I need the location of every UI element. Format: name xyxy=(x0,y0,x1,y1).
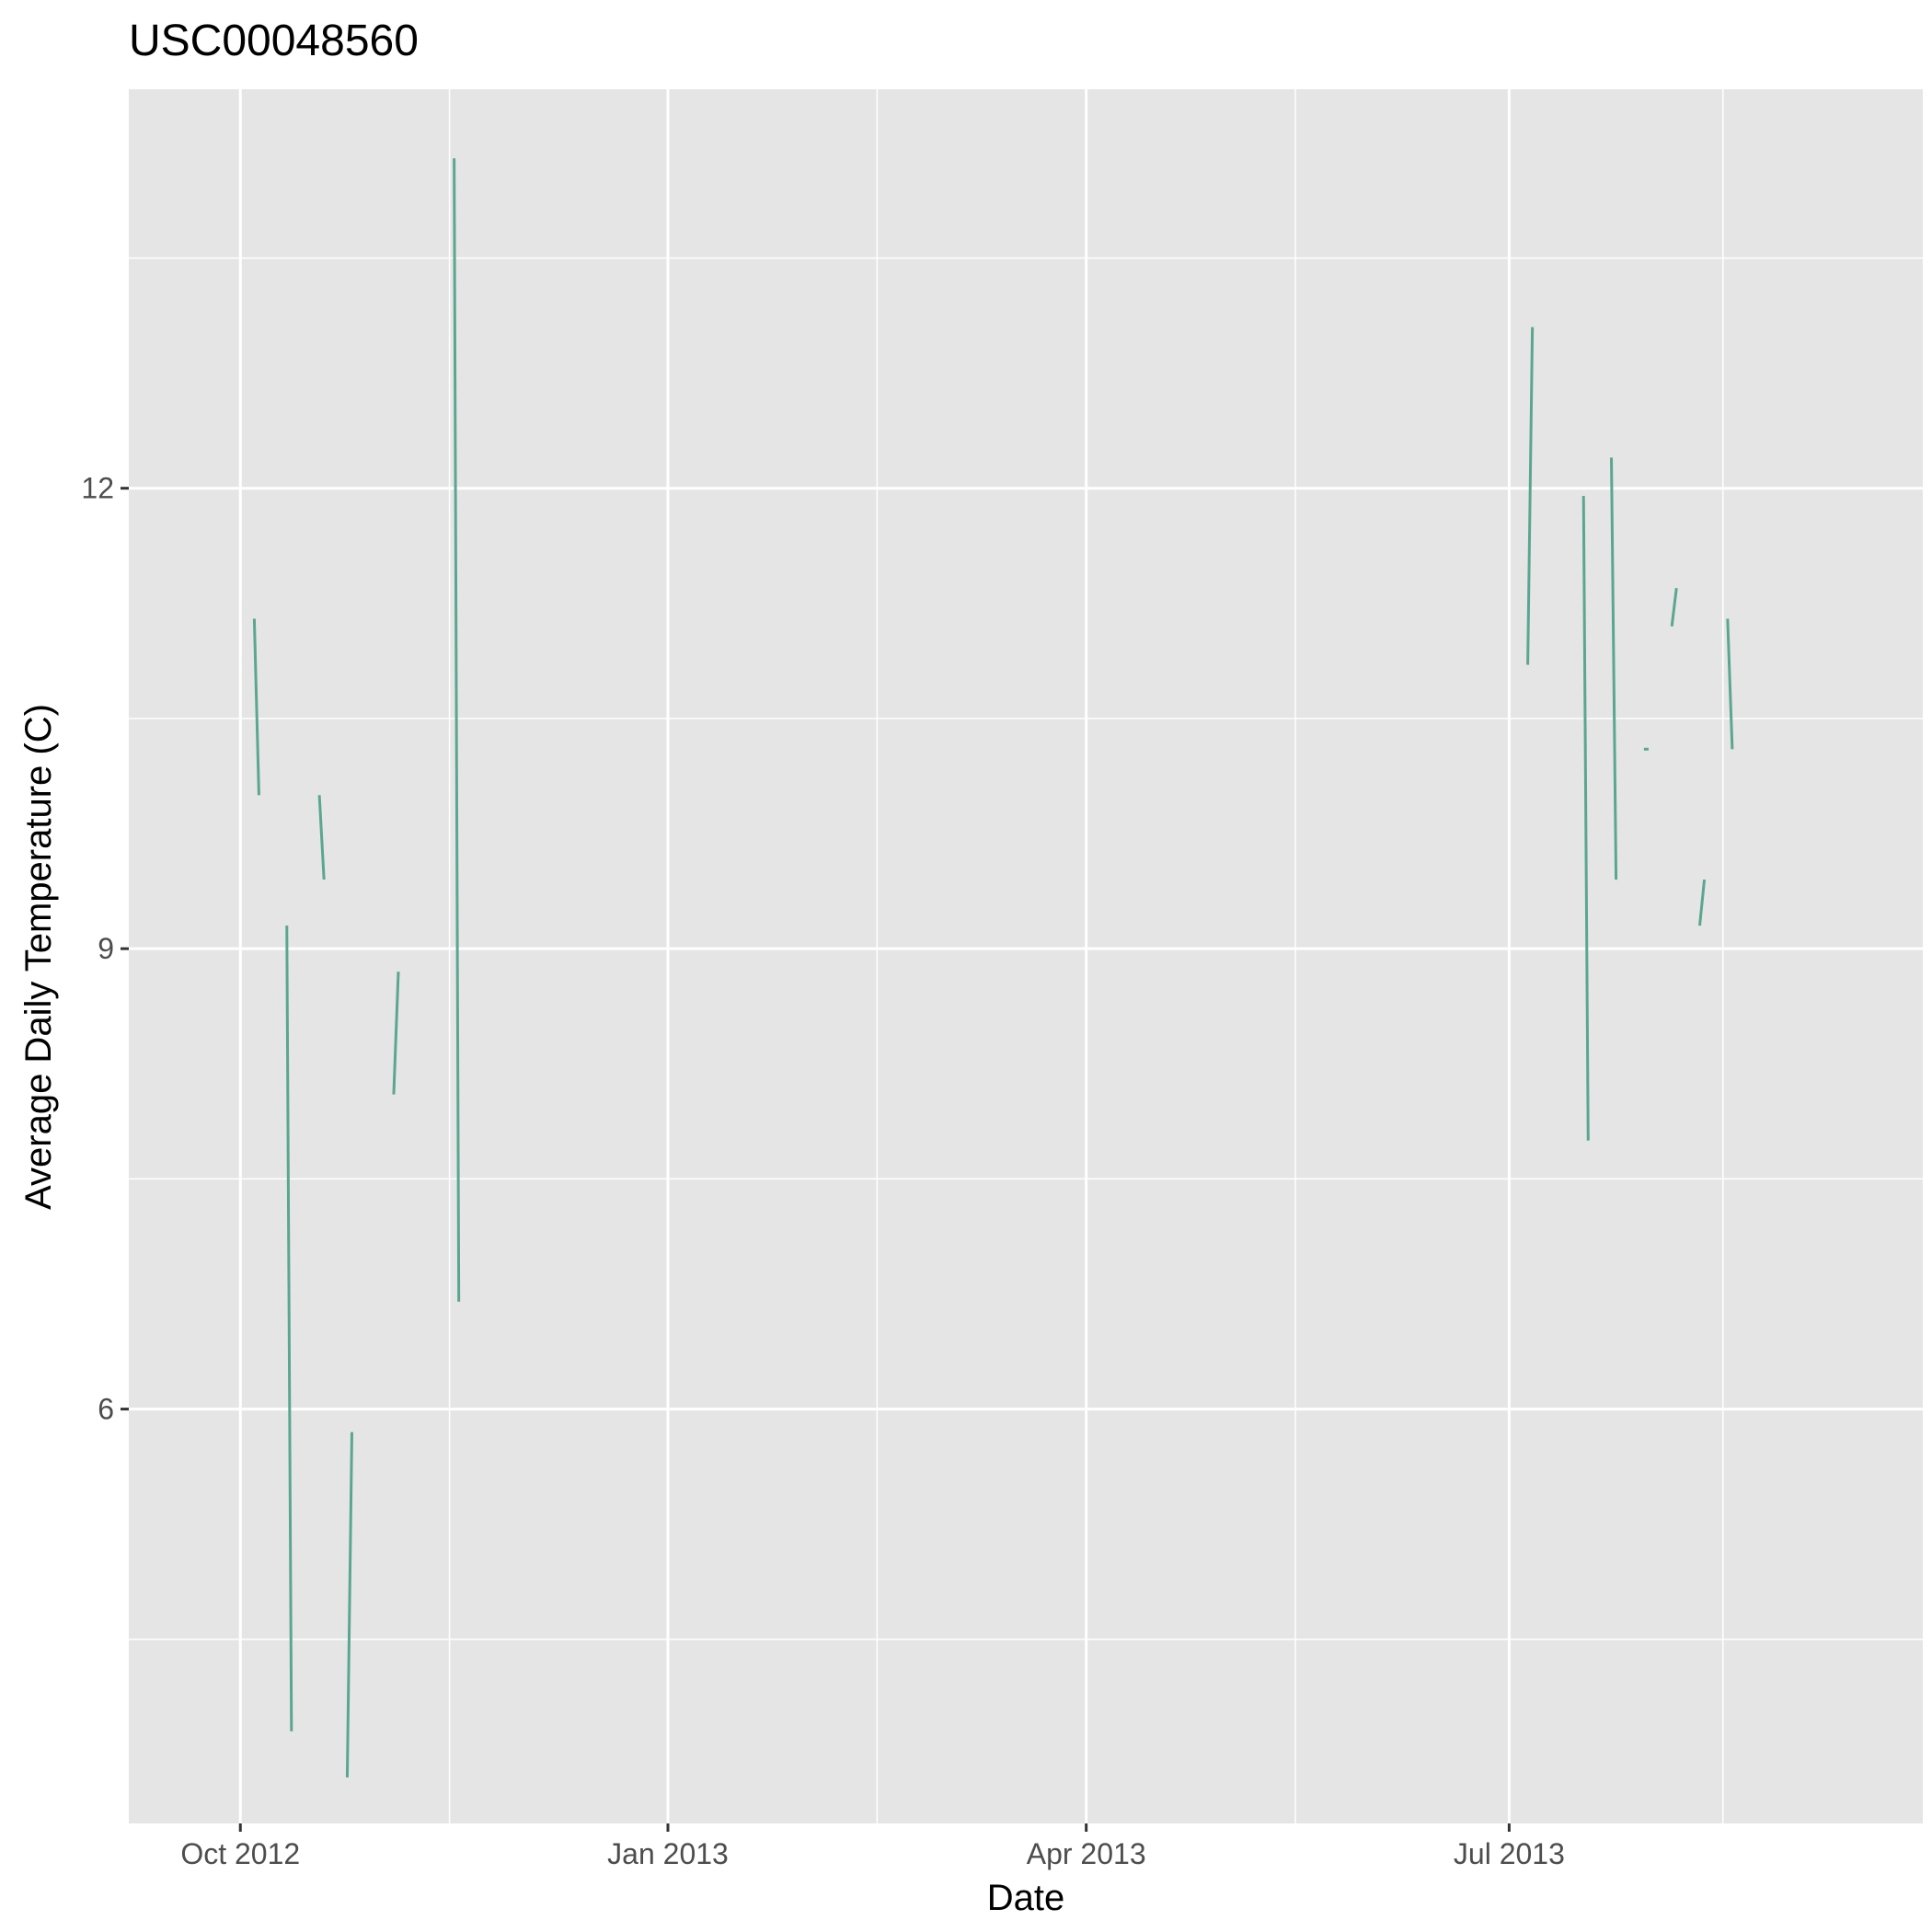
x-tick-label: Jul 2013 xyxy=(1454,1837,1565,1870)
series-line-segment xyxy=(285,926,293,1731)
data-series xyxy=(252,158,1734,1777)
x-axis-title: Date xyxy=(987,1878,1065,1918)
series-line-segment xyxy=(252,618,260,796)
minor-gridlines xyxy=(129,89,1923,1823)
x-tick-label: Apr 2013 xyxy=(1027,1837,1146,1870)
series-line-segment xyxy=(453,158,461,1302)
y-tick-label: 9 xyxy=(98,932,114,965)
y-axis-title: Average Daily Temperature (C) xyxy=(18,704,59,1210)
series-line-segment xyxy=(1526,327,1535,665)
series-line-segment xyxy=(1698,879,1707,926)
x-tick-label: Jan 2013 xyxy=(607,1837,729,1870)
series-line-segment xyxy=(1670,587,1678,627)
series-line-segment xyxy=(345,1432,353,1777)
series-line-segment xyxy=(392,972,400,1095)
y-axis: 6 9 12 xyxy=(81,472,129,1426)
series-line-segment xyxy=(1610,457,1618,880)
series-line-segment xyxy=(1581,496,1590,1141)
major-gridlines xyxy=(129,89,1923,1823)
y-tick-label: 6 xyxy=(98,1393,114,1426)
x-tick-label: Oct 2012 xyxy=(180,1837,300,1870)
chart-title: USC00048560 xyxy=(129,17,419,65)
series-line-segment xyxy=(1726,618,1734,750)
plot-panel xyxy=(129,89,1923,1823)
series-line-segment xyxy=(317,795,326,880)
y-tick-label: 12 xyxy=(81,472,114,505)
x-axis: Oct 2012 Jan 2013 Apr 2013 Jul 2013 xyxy=(180,1823,1565,1870)
